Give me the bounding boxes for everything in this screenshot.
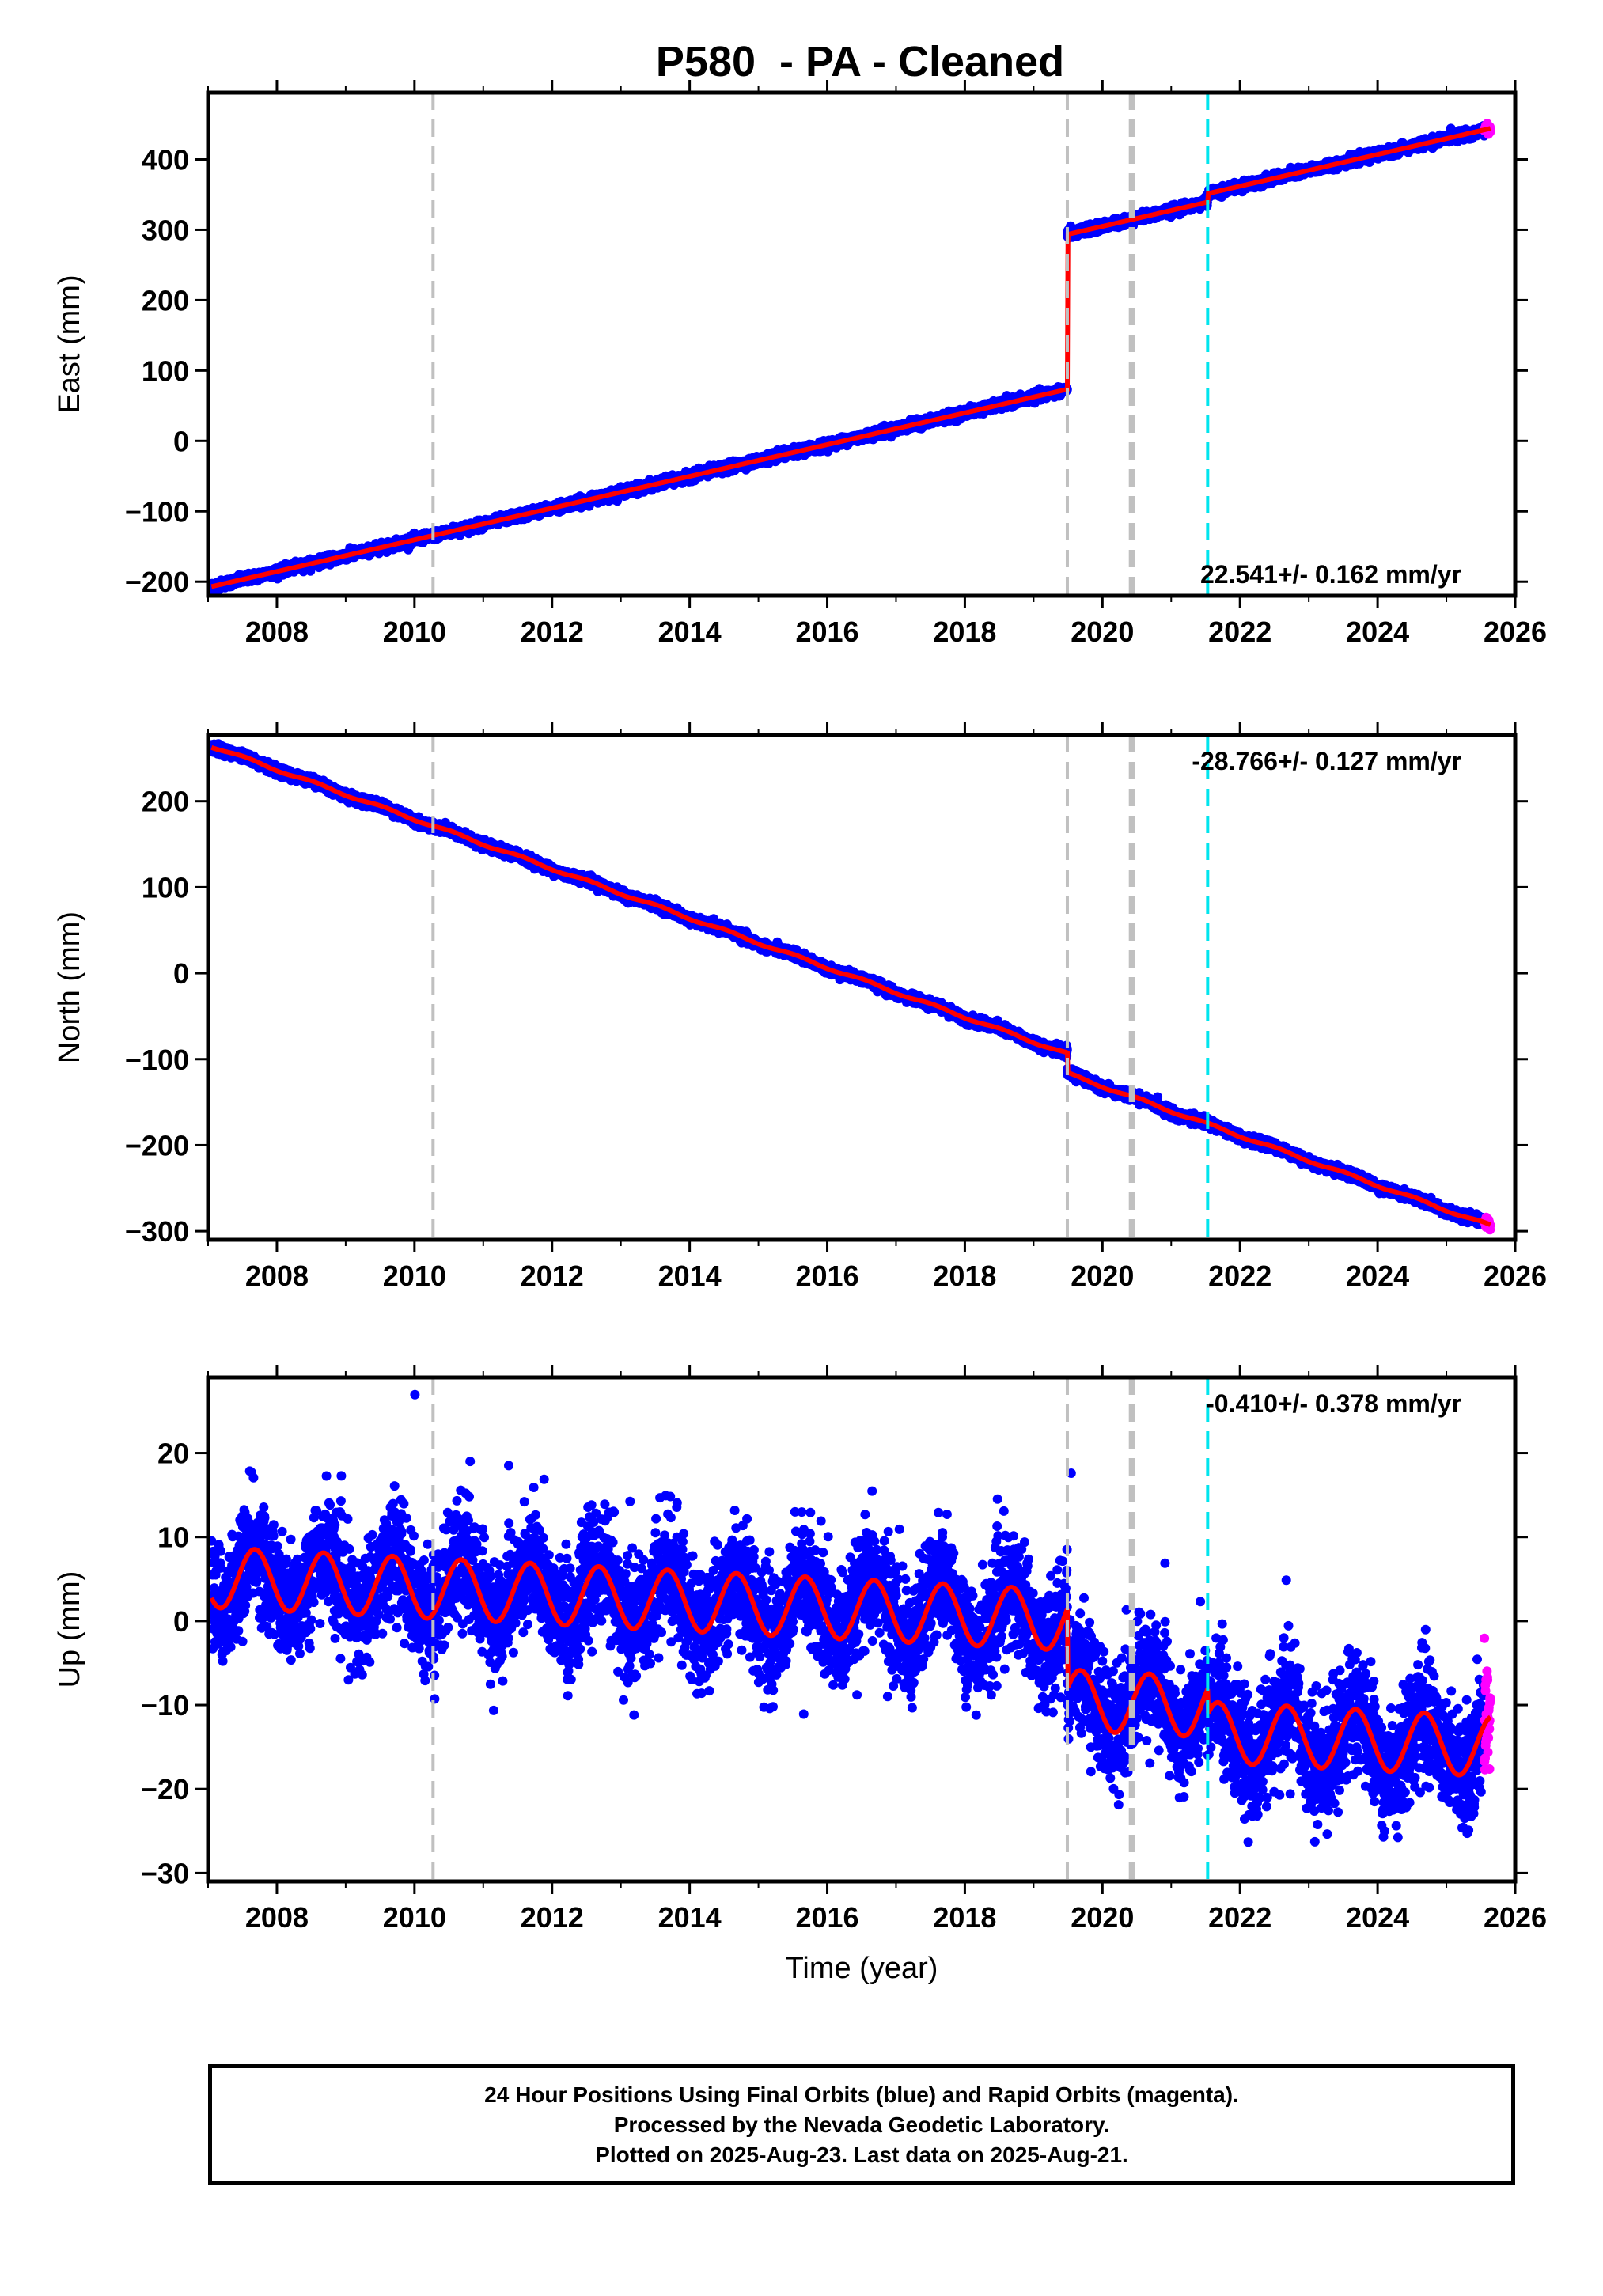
panel-east: 2008 2010 2012 2014 2016 2018 2020 2022 2024 2026…: [53, 80, 1547, 648]
figure-title: P580 - PA - Cleaned: [656, 38, 1064, 85]
panels: 2008 2010 2012 2014 2016 2018 2020 2022 2024 2026…: [53, 80, 1547, 1985]
data-points-east: [208, 119, 1495, 596]
